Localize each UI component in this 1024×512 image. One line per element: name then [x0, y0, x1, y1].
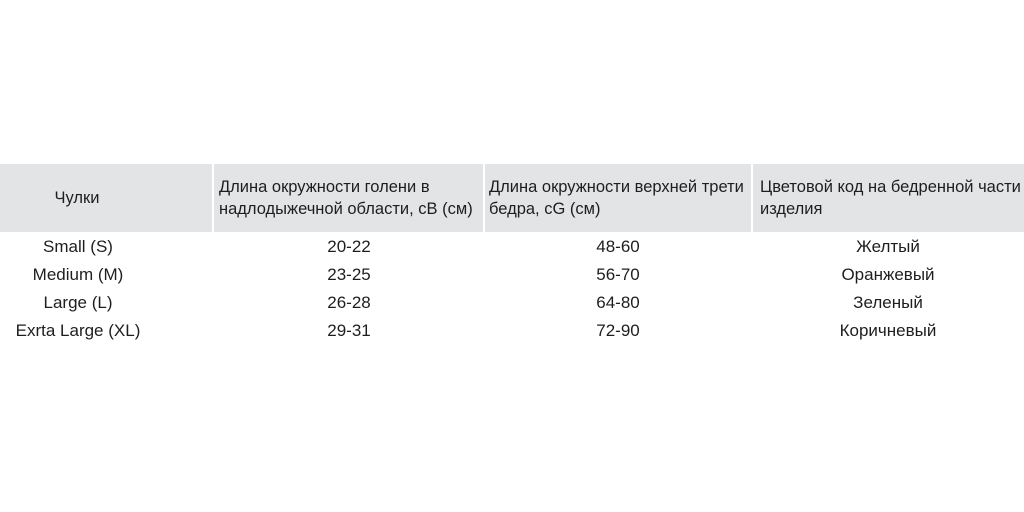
color-cell: Оранжевый — [841, 265, 935, 284]
calf-cell: 26-28 — [327, 293, 371, 312]
color-cell: Зеленый — [853, 293, 923, 312]
color-cell: Желтый — [856, 237, 920, 256]
thigh-cell: 48-60 — [596, 237, 640, 256]
header-label: Цветовой код на бедренной части изделия — [760, 178, 1021, 218]
size-cell: Exrta Large (XL) — [15, 321, 141, 340]
calf-cell: 23-25 — [327, 265, 371, 284]
header-label: Длина окружности верхней трети бедра, cG… — [489, 178, 744, 218]
table-row: Exrta Large (XL) 29-31 72-90 Коричневый — [0, 317, 1024, 345]
calf-cell: 29-31 — [327, 321, 371, 340]
size-cell: Small (S) — [43, 237, 113, 256]
size-cell: Medium (M) — [32, 265, 124, 284]
calf-cell: 20-22 — [327, 237, 371, 256]
table-row: Small (S) 20-22 48-60 Желтый — [0, 233, 1024, 261]
table-row: Medium (M) 23-25 56-70 Оранжевый — [0, 261, 1024, 289]
header-calf-circumference: Длина окружности голени в надлодыжечной … — [214, 164, 483, 232]
thigh-cell: 72-90 — [596, 321, 640, 340]
size-cell: Large (L) — [43, 293, 113, 312]
header-stockings: Чулки — [0, 164, 212, 232]
table-row: Large (L) 26-28 64-80 Зеленый — [0, 289, 1024, 317]
header-label: Длина окружности голени в надлодыжечной … — [219, 178, 473, 218]
header-color-code: Цветовой код на бедренной части изделия — [753, 164, 1024, 232]
header-label: Чулки — [54, 189, 100, 207]
header-thigh-circumference: Длина окружности верхней трети бедра, cG… — [485, 164, 751, 232]
color-cell: Коричневый — [839, 321, 937, 340]
thigh-cell: 64-80 — [596, 293, 640, 312]
thigh-cell: 56-70 — [596, 265, 640, 284]
